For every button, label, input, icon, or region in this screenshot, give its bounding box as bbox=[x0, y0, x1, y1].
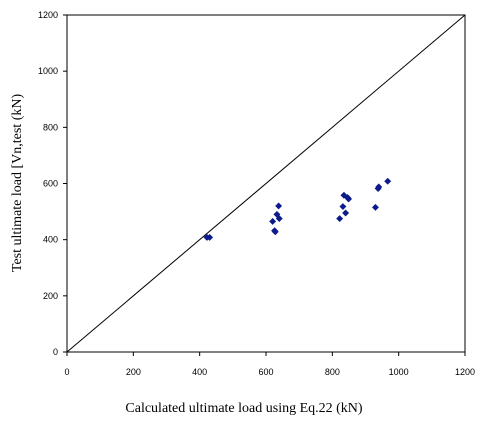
data-point bbox=[275, 202, 283, 210]
equality-line bbox=[66, 14, 466, 353]
y-axis-ticks: 0 200 400 600 800 1000 1200 bbox=[38, 10, 67, 357]
data-point bbox=[269, 217, 277, 225]
x-tick-label: 600 bbox=[258, 367, 273, 377]
data-point bbox=[384, 177, 392, 185]
y-tick-label: 1200 bbox=[38, 10, 58, 20]
x-axis-ticks: 0 200 400 600 800 1000 1200 bbox=[64, 352, 475, 377]
data-point bbox=[345, 195, 353, 203]
y-tick-label: 1000 bbox=[38, 66, 58, 76]
data-point bbox=[271, 228, 279, 236]
x-tick-label: 800 bbox=[325, 367, 340, 377]
data-point bbox=[342, 209, 350, 217]
x-tick-label: 1200 bbox=[455, 367, 475, 377]
x-tick-label: 0 bbox=[64, 367, 69, 377]
x-tick-label: 1000 bbox=[389, 367, 409, 377]
reference-line bbox=[66, 14, 466, 353]
x-tick-label: 200 bbox=[126, 367, 141, 377]
data-point bbox=[371, 203, 380, 211]
data-point bbox=[275, 215, 283, 223]
y-tick-label: 400 bbox=[43, 235, 58, 245]
data-point bbox=[339, 202, 347, 211]
y-tick-label: 200 bbox=[43, 291, 58, 301]
y-tick-label: 600 bbox=[43, 179, 58, 189]
data-point bbox=[206, 233, 214, 241]
x-axis-title: Calculated ultimate load using Eq.22 (kN… bbox=[125, 401, 363, 416]
y-tick-label: 0 bbox=[53, 347, 58, 357]
y-tick-label: 800 bbox=[43, 122, 58, 132]
data-point bbox=[375, 183, 383, 191]
data-points bbox=[203, 177, 392, 241]
data-point bbox=[336, 215, 344, 223]
x-tick-label: 400 bbox=[192, 367, 207, 377]
y-axis-title: Test ultimate load [Vn,test (kN) bbox=[10, 94, 25, 273]
